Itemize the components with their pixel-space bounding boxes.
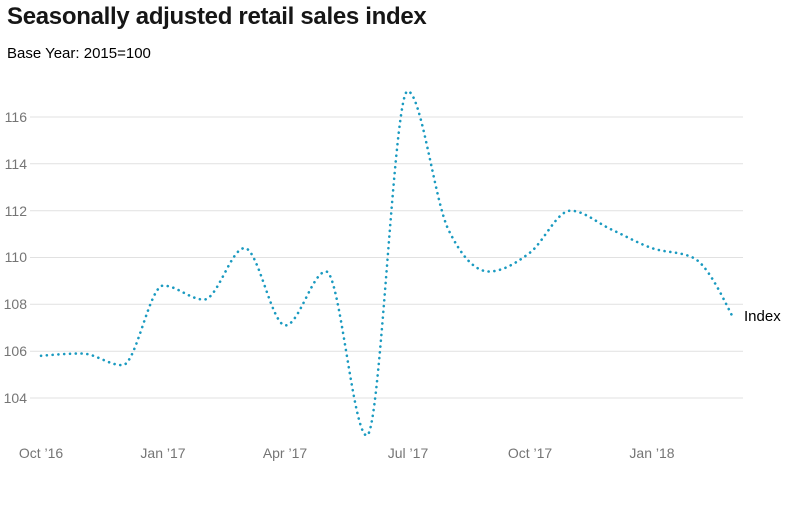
y-tick-label: 104: [3, 390, 27, 406]
y-tick-label: 108: [3, 296, 27, 312]
x-tick-label: Jan ’18: [629, 445, 675, 461]
y-tick-label: 112: [4, 203, 27, 219]
y-tick-label: 116: [4, 109, 27, 125]
chart-subtitle: Base Year: 2015=100: [7, 45, 151, 62]
y-tick-label: 106: [3, 343, 27, 359]
index-series-line: [39, 89, 735, 437]
x-tick-label: Oct ’17: [507, 445, 553, 461]
chart-title: Seasonally adjusted retail sales index: [7, 3, 427, 30]
x-tick-label: Apr ’17: [262, 445, 308, 461]
y-tick-label: 110: [4, 249, 27, 265]
x-tick-label: Oct ’16: [18, 445, 64, 461]
y-tick-label: 114: [4, 156, 27, 172]
x-tick-label: Jul ’17: [387, 445, 429, 461]
x-tick-label: Jan ’17: [140, 445, 186, 461]
series-end-label: Index: [744, 308, 781, 325]
